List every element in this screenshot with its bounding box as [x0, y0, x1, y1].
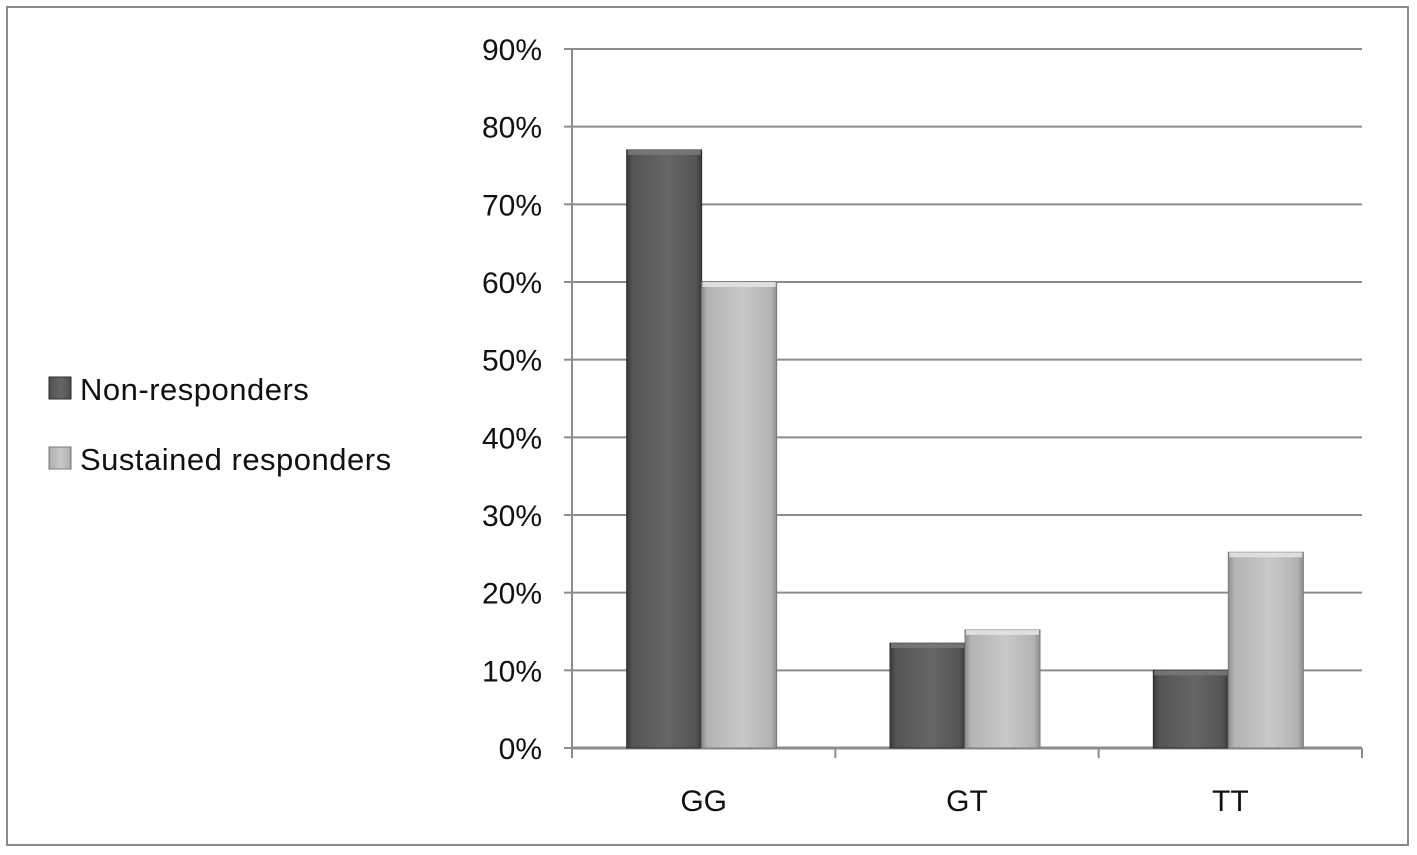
bar-non-responders-gg	[626, 149, 703, 749]
y-tick-label: 60%	[482, 267, 542, 300]
y-axis-tick-labels: 0% 10% 20% 30% 40% 50% 60% 70% 80% 90%	[482, 34, 542, 766]
legend-swatch-sustained-responders	[48, 446, 72, 470]
y-tick-label: 80%	[482, 112, 542, 145]
y-tick-label: 10%	[482, 655, 542, 688]
y-tick-label: 0%	[499, 733, 542, 766]
y-tick-label: 90%	[482, 34, 542, 67]
bar-cap	[891, 643, 964, 649]
x-axis-category-labels: GG GT TT	[680, 785, 1248, 818]
y-tick-label: 20%	[482, 578, 542, 611]
x-category-label: TT	[1212, 785, 1249, 818]
legend-label: Non-responders	[80, 372, 309, 407]
y-tick-label: 50%	[482, 345, 542, 378]
bar-sustained-responders-tt	[1227, 551, 1304, 749]
bar-cap	[702, 282, 776, 287]
y-tick-label: 70%	[482, 189, 542, 222]
y-tick-label: 30%	[482, 500, 542, 533]
bar-non-responders-gt	[889, 642, 966, 749]
bar-cap	[1154, 670, 1228, 676]
bars	[626, 149, 1304, 749]
legend: Non-responders Sustained responders	[48, 372, 392, 477]
bar-non-responders-tt	[1152, 669, 1229, 749]
y-tick-label: 40%	[482, 422, 542, 455]
bar-cap	[966, 629, 1039, 635]
bar-cap	[1229, 552, 1303, 558]
legend-swatch-non-responders	[48, 376, 72, 400]
bar-sustained-responders-gt	[964, 629, 1041, 749]
bar-sustained-responders-gg	[701, 281, 778, 749]
x-category-label: GG	[680, 785, 727, 818]
x-category-label: GT	[946, 785, 988, 818]
bar-cap	[627, 149, 701, 155]
legend-label: Sustained responders	[80, 442, 392, 477]
